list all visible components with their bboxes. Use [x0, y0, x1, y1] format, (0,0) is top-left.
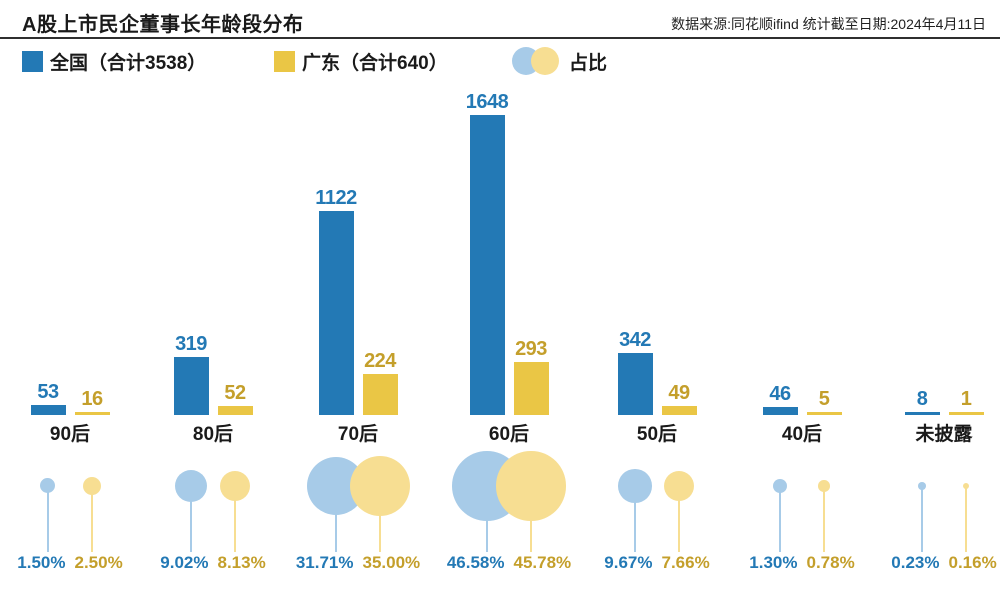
- category-label: 90后: [49, 424, 91, 445]
- bubble-stem-guangdong: [678, 486, 680, 552]
- legend-item-guangdong: 广东（合计640）: [274, 49, 448, 74]
- bar-national: [318, 211, 354, 415]
- value-label-guangdong: 224: [364, 350, 396, 372]
- ratio-bubble-national: [772, 478, 788, 494]
- value-label-guangdong: 52: [224, 382, 246, 404]
- percent-label-row: 1.50% 2.50%: [0, 553, 160, 573]
- bubble-stem-guangdong: [91, 486, 93, 552]
- legend-item-national: 全国（合计3538）: [22, 49, 207, 74]
- ratio-bubble-guangdong: [496, 451, 566, 521]
- bubble-stem-national: [190, 486, 192, 552]
- percent-label-national: 31.71%: [295, 553, 354, 572]
- percent-label-row: 31.71% 35.00%: [268, 553, 448, 573]
- bar-national: [30, 405, 66, 415]
- category-label: 40后: [781, 424, 823, 445]
- data-source-note: 数据来源:同花顺ifind 统计截至日期:2024年4月11日: [671, 16, 986, 32]
- bubble-stem-national: [779, 486, 781, 552]
- ratio-bubble-national: [618, 469, 652, 503]
- ratio-bubble-guangdong: [219, 470, 251, 502]
- value-label-national: 319: [175, 333, 207, 355]
- ratio-bubble-yellow-icon: [531, 47, 559, 75]
- category-label: 70后: [337, 424, 379, 445]
- bubble-stem-national: [634, 486, 636, 552]
- bubble-stem-guangdong: [234, 486, 236, 552]
- bar-guangdong: [362, 374, 398, 415]
- value-label-guangdong: 293: [515, 338, 547, 360]
- category-label: 未披露: [915, 424, 973, 445]
- ratio-bubble-guangdong: [82, 476, 102, 496]
- percent-label-row: 1.30% 0.78%: [712, 553, 892, 573]
- value-label-guangdong: 49: [668, 382, 690, 404]
- bar-guangdong: [948, 412, 984, 415]
- percent-label-row: 9.02% 8.13%: [123, 553, 303, 573]
- ratio-bubble-national: [174, 469, 208, 503]
- national-swatch-icon: [22, 50, 43, 72]
- ratio-bubble-guangdong: [962, 482, 970, 490]
- page-title: A股上市民企董事长年龄段分布: [22, 14, 304, 36]
- legend-item-ratio: 占比: [512, 47, 608, 75]
- percent-label-national: 1.30%: [749, 553, 798, 572]
- bar-national: [904, 412, 940, 415]
- bar-guangdong: [806, 412, 842, 415]
- value-label-guangdong: 5: [818, 388, 830, 410]
- percent-label-guangdong: 0.16%: [948, 553, 997, 572]
- category-label: 50后: [636, 424, 678, 445]
- bubble-stem-national: [47, 486, 49, 552]
- value-label-guangdong: 1: [960, 388, 972, 410]
- percent-label-row: 46.58% 45.78%: [419, 553, 599, 573]
- ratio-bubble-national: [918, 482, 926, 490]
- percent-label-guangdong: 0.78%: [806, 553, 855, 572]
- bubble-stem-guangdong: [823, 486, 825, 552]
- percent-label-national: 9.67%: [604, 553, 653, 572]
- header-divider: [0, 37, 1000, 39]
- percent-label-guangdong: 35.00%: [362, 553, 421, 572]
- percent-label-national: 46.58%: [446, 553, 505, 572]
- legend-label-guangdong: 广东（合计640）: [302, 52, 448, 74]
- ratio-bubbles-icon: [512, 47, 562, 75]
- category-label: 60后: [488, 424, 530, 445]
- ratio-bubble-national: [40, 478, 56, 494]
- percent-label-row: 0.23% 0.16%: [854, 553, 1000, 573]
- value-label-national: 1122: [315, 187, 357, 209]
- bar-guangdong: [217, 406, 253, 415]
- value-label-national: 1648: [465, 91, 509, 113]
- bar-guangdong: [661, 406, 697, 415]
- bar-national: [762, 407, 798, 415]
- guangdong-swatch-icon: [274, 50, 295, 72]
- bubble-stem-national: [921, 486, 923, 552]
- bar-guangdong: [74, 412, 110, 415]
- percent-label-row: 9.67% 7.66%: [567, 553, 747, 573]
- percent-label-national: 1.50%: [17, 553, 66, 572]
- ratio-bubble-guangdong: [663, 470, 695, 502]
- percent-label-national: 9.02%: [160, 553, 209, 572]
- value-label-national: 342: [619, 329, 651, 351]
- percent-label-guangdong: 8.13%: [217, 553, 266, 572]
- bar-guangdong: [513, 362, 549, 415]
- value-label-national: 8: [916, 388, 928, 410]
- bar-national: [617, 353, 653, 415]
- bubble-stem-guangdong: [965, 486, 967, 552]
- bubble-stem-guangdong: [379, 486, 381, 552]
- value-label-national: 53: [37, 381, 59, 403]
- ratio-bubble-guangdong: [349, 455, 411, 517]
- percent-label-guangdong: 2.50%: [74, 553, 123, 572]
- legend-label-ratio: 占比: [569, 52, 608, 74]
- percent-label-guangdong: 45.78%: [513, 553, 572, 572]
- percent-label-guangdong: 7.66%: [661, 553, 710, 572]
- category-label: 80后: [192, 424, 234, 445]
- bar-national: [469, 115, 505, 415]
- legend: 全国（合计3538） 广东（合计640） 占比: [0, 47, 1000, 75]
- bar-national: [173, 357, 209, 415]
- value-label-national: 46: [769, 383, 791, 405]
- legend-label-national: 全国（合计3538）: [50, 52, 207, 74]
- bubble-stem-national: [335, 486, 337, 552]
- value-label-guangdong: 16: [81, 388, 103, 410]
- ratio-bubble-guangdong: [818, 480, 830, 492]
- percent-label-national: 0.23%: [891, 553, 940, 572]
